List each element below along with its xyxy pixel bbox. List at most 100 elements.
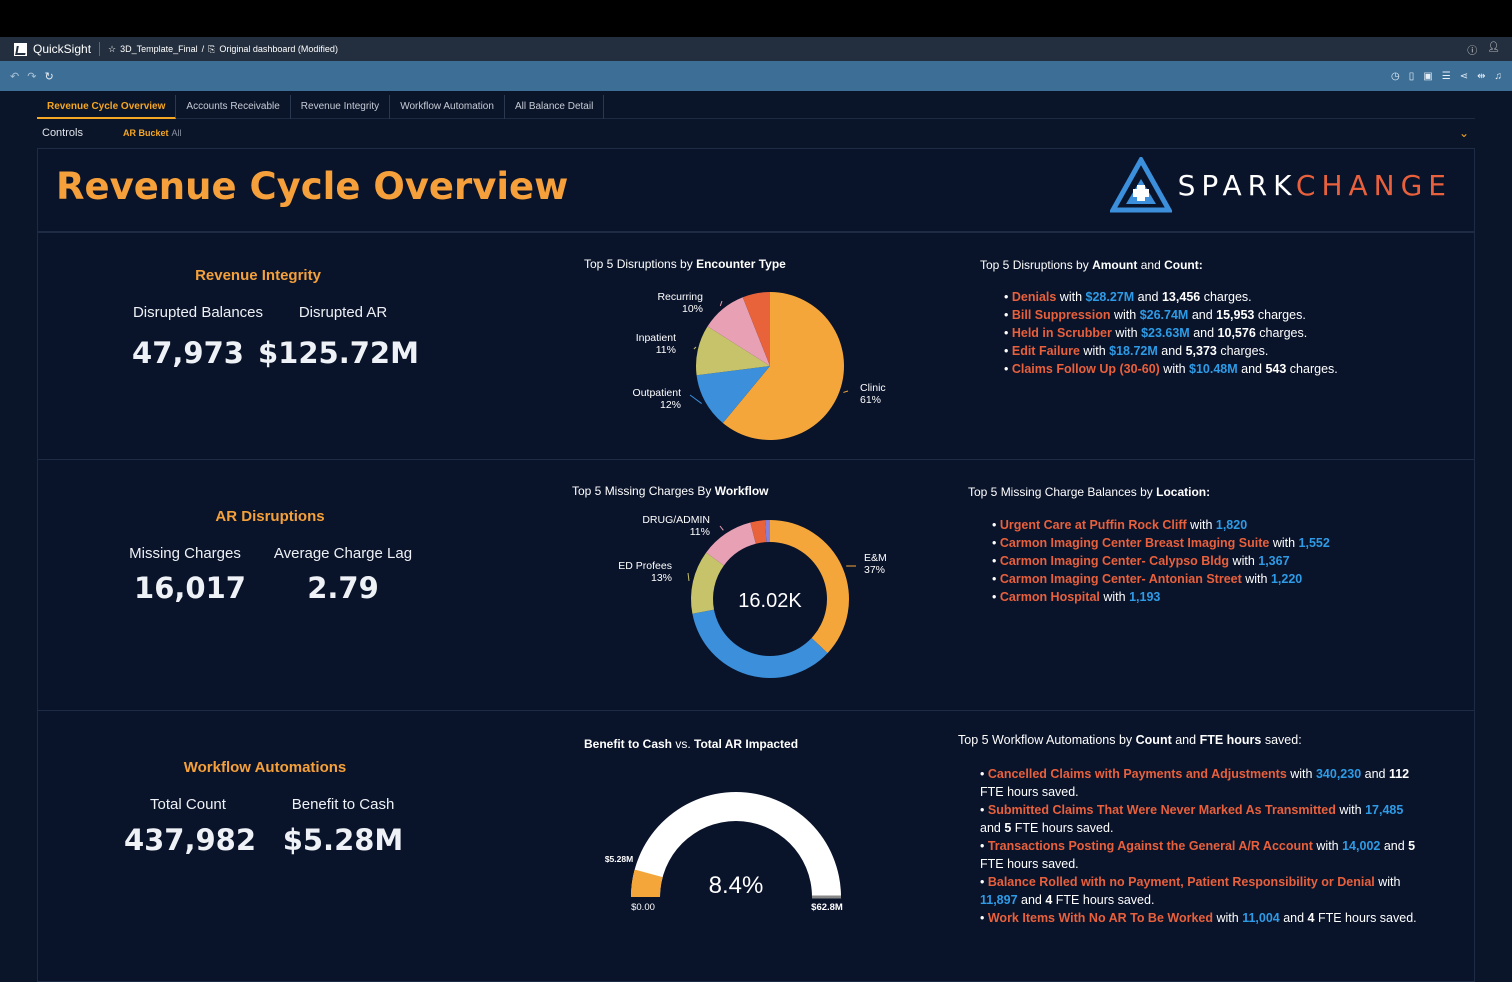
kpi-label-average-charge-lag: Average Charge Lag bbox=[273, 545, 413, 562]
breadcrumb-dashboard[interactable]: Original dashboard (Modified) bbox=[219, 44, 338, 54]
app-name[interactable]: QuickSight bbox=[33, 42, 92, 56]
text: charges. bbox=[1216, 344, 1269, 358]
automation-name: Balance Rolled with no Payment, Patient … bbox=[987, 875, 1375, 889]
export-icon[interactable]: ⇹ bbox=[1477, 70, 1486, 82]
text: with bbox=[1286, 767, 1316, 781]
disruption-count: 543 bbox=[1265, 362, 1287, 376]
tab-revenue-cycle-overview[interactable]: Revenue Cycle Overview bbox=[37, 94, 177, 119]
location-value: 1,220 bbox=[1270, 572, 1303, 586]
undo-icon[interactable]: ↶ bbox=[10, 70, 20, 83]
kpi-label-disrupted-ar: Disrupted AR bbox=[298, 304, 388, 321]
reset-icon[interactable]: ↻ bbox=[44, 70, 54, 83]
save-bookmark-icon[interactable]: ▣ bbox=[1423, 70, 1433, 82]
pie-label: E&M bbox=[864, 552, 887, 564]
chart-title-bold: Benefit to Cash bbox=[584, 737, 673, 751]
text: FTE hours saved. bbox=[1314, 911, 1417, 925]
text: with bbox=[1269, 536, 1299, 550]
bullet: • bbox=[992, 518, 1000, 532]
pie-slice-clinic[interactable] bbox=[722, 292, 844, 440]
gauge-min-label: $0.00 bbox=[631, 902, 655, 913]
bullet: • bbox=[1004, 344, 1012, 358]
pie-label: 10% bbox=[682, 303, 703, 315]
gauge-value-arc[interactable] bbox=[631, 869, 663, 897]
location-item: • Urgent Care at Puffin Rock Cliff with … bbox=[992, 516, 1330, 534]
gauge-center-value: 8.4% bbox=[709, 872, 764, 899]
location-list: • Urgent Care at Puffin Rock Cliff with … bbox=[992, 516, 1330, 606]
tab-workflow-automation[interactable]: Workflow Automation bbox=[390, 94, 505, 119]
star-icon[interactable]: ☆ bbox=[108, 43, 117, 54]
bookmark-icon[interactable]: ▯ bbox=[1408, 70, 1415, 82]
automation-name: Cancelled Claims with Payments and Adjus… bbox=[987, 767, 1287, 781]
location-value: 1,193 bbox=[1129, 590, 1161, 604]
text: with bbox=[1241, 572, 1271, 586]
controls-label: Controls bbox=[42, 127, 83, 139]
brand-logo: SPARKCHANGE bbox=[1109, 157, 1452, 213]
disruption-item: • Held in Scrubber with $23.63M and 10,5… bbox=[1004, 324, 1338, 342]
tab-accounts-receivable[interactable]: Accounts Receivable bbox=[176, 94, 291, 119]
automation-name: Submitted Claims That Were Never Marked … bbox=[987, 803, 1336, 817]
automation-fte: 5 bbox=[1004, 821, 1012, 835]
location-item: • Carmon Hospital with 1,193 bbox=[992, 588, 1330, 606]
breadcrumb-analysis[interactable]: 3D_Template_Final bbox=[120, 44, 198, 54]
list-title-bold: Count bbox=[1135, 733, 1172, 747]
text: charges. bbox=[1286, 362, 1338, 376]
disruption-count: 13,456 bbox=[1161, 290, 1201, 304]
toolbar: ↶ ↷ ↻ ◷ ▯ ▣ ☰ ⋖ ⇹ ♫ bbox=[0, 61, 1512, 91]
pie-label: 37% bbox=[864, 564, 885, 576]
pie-slice-other3[interactable] bbox=[765, 520, 770, 543]
gauge-track[interactable] bbox=[631, 792, 841, 897]
automation-fte: 4 bbox=[1307, 911, 1315, 925]
disruption-item: • Edit Failure with $18.72M and 5,373 ch… bbox=[1004, 342, 1338, 360]
location-name: Carmon Imaging Center- Antonian Street bbox=[999, 572, 1242, 586]
dataset-icon[interactable]: ☰ bbox=[1441, 70, 1451, 82]
text: with bbox=[1159, 362, 1189, 376]
text: charges. bbox=[1255, 326, 1308, 340]
bullet: • bbox=[992, 554, 1000, 568]
pie-slice-other[interactable] bbox=[692, 609, 828, 678]
text: with bbox=[1229, 554, 1259, 568]
kpi-label-benefit-to-cash: Benefit to Cash bbox=[291, 796, 395, 813]
ar-bucket-filter[interactable]: AR Bucket All bbox=[123, 128, 182, 138]
kpi-value-total-count: 437,982 bbox=[123, 823, 257, 857]
tab-all-balance-detail[interactable]: All Balance Detail bbox=[505, 94, 605, 119]
pie-label: DRUG/ADMIN bbox=[642, 514, 710, 526]
text: with bbox=[1335, 803, 1366, 817]
pie-slice-other2[interactable] bbox=[750, 520, 767, 544]
kpi-label-total-count: Total Count bbox=[150, 796, 226, 813]
redo-icon[interactable]: ↷ bbox=[27, 70, 37, 83]
user-icon[interactable]: 👤︎ bbox=[1487, 41, 1500, 53]
text: FTE hours saved. bbox=[1052, 893, 1155, 907]
pie-label: ED Profees bbox=[618, 560, 672, 572]
disruption-amount: $18.72M bbox=[1109, 344, 1158, 358]
pie-label: Outpatient bbox=[633, 387, 682, 399]
sparkchange-logo-icon bbox=[1109, 157, 1172, 213]
share-icon[interactable]: ⋖ bbox=[1459, 70, 1469, 82]
list-title-bold: Count: bbox=[1164, 258, 1203, 272]
bullet: • bbox=[1004, 290, 1012, 304]
chevron-down-icon[interactable]: ⌄ bbox=[1458, 126, 1469, 140]
pie-slice-inpatient[interactable] bbox=[696, 326, 770, 376]
pie-slice-recurring[interactable] bbox=[707, 297, 770, 366]
sheet-tabs: Revenue Cycle Overview Accounts Receivab… bbox=[37, 94, 1475, 119]
benefit-gauge-chart[interactable]: 8.4% $0.00 $62.8M $5.28M bbox=[578, 781, 868, 921]
pie-slice-outpatient[interactable] bbox=[696, 366, 770, 424]
pie-slice-ed-profees[interactable] bbox=[691, 552, 724, 614]
tab-revenue-integrity[interactable]: Revenue Integrity bbox=[291, 94, 391, 119]
brand-part-spark: SPARK bbox=[1177, 168, 1296, 202]
help-icon[interactable]: ⓘ bbox=[1467, 45, 1478, 57]
automation-count: 340,230 bbox=[1315, 767, 1362, 781]
pie-slice-other[interactable] bbox=[742, 292, 770, 366]
pie-slice-e-m[interactable] bbox=[770, 520, 849, 654]
divider bbox=[99, 42, 101, 56]
kpi-label-disrupted-balances: Disrupted Balances bbox=[132, 304, 264, 321]
schedule-icon[interactable]: ◷ bbox=[1391, 70, 1400, 82]
text: and bbox=[1279, 911, 1308, 925]
bookmark-icon: ⎘ bbox=[208, 43, 216, 54]
pie-leader-line bbox=[689, 394, 702, 404]
alert-icon[interactable]: ♫ bbox=[1494, 70, 1503, 82]
breadcrumb: ☆ 3D_Template_Final / ⎘ Original dashboa… bbox=[108, 44, 338, 55]
pie-leader-line bbox=[843, 390, 849, 393]
pie-slice-drug-admin[interactable] bbox=[706, 522, 756, 566]
